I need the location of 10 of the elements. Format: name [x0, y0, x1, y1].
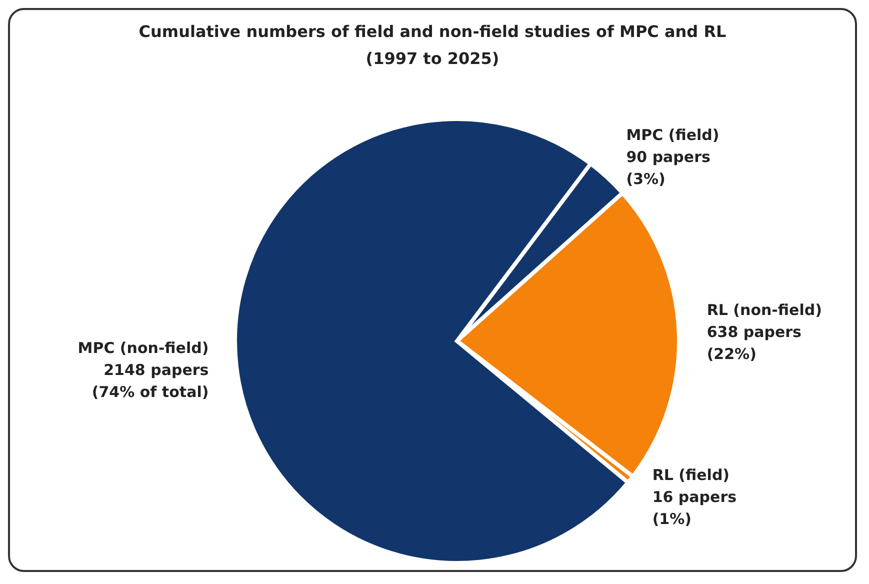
data-label: 90 papers (3%) — [626, 148, 710, 188]
slice-label: RL (field) — [652, 466, 730, 484]
data-label: 16 papers (1%) — [652, 488, 737, 528]
slice-label: MPC (non-field) — [78, 339, 209, 358]
chart-title: Cumulative numbers of field and non-field studies of MPC and RL — [138, 22, 728, 41]
chart-subtitle: (1997 to 2025) — [364, 49, 500, 68]
data-label: 638 papers (22%) — [706, 322, 802, 363]
data-label: 2148 papers (74% of total) — [92, 361, 209, 402]
slice-label: MPC (field) — [626, 126, 720, 144]
slice-label: RL (non-field) — [706, 300, 822, 319]
